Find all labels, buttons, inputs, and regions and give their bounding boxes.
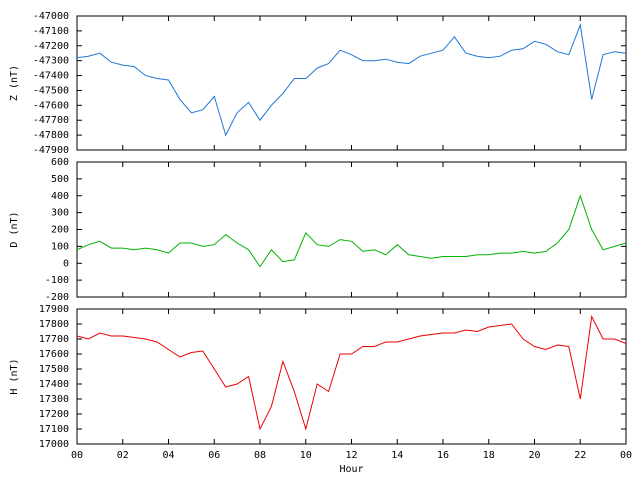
y-tick-label: 600 bbox=[51, 157, 69, 168]
x-tick-label: 00 bbox=[71, 450, 83, 461]
y-tick-label: 17200 bbox=[39, 409, 69, 420]
y-tick-label: 17900 bbox=[39, 304, 69, 315]
y-tick-label: 100 bbox=[51, 241, 69, 252]
x-tick-label: 22 bbox=[574, 450, 586, 461]
x-tick-label: 00 bbox=[620, 450, 632, 461]
x-tick-label: 12 bbox=[345, 450, 357, 461]
y-tick-label: 17400 bbox=[39, 379, 69, 390]
x-tick-label: 18 bbox=[483, 450, 495, 461]
x-tick-label: 02 bbox=[117, 450, 129, 461]
x-tick-label: 10 bbox=[300, 450, 312, 461]
y-tick-label: 200 bbox=[51, 225, 69, 236]
y-tick-label: -200 bbox=[45, 292, 69, 303]
plot-frame bbox=[76, 15, 627, 151]
y-tick-label: 17600 bbox=[39, 349, 69, 360]
y-tick-label: -47500 bbox=[33, 85, 69, 96]
plot-frame bbox=[76, 308, 627, 445]
y-tick-label: 0 bbox=[63, 258, 69, 269]
x-tick-label: 08 bbox=[254, 450, 266, 461]
y-tick-label: -47100 bbox=[33, 26, 69, 37]
y-tick-label: 500 bbox=[51, 174, 69, 185]
y-tick-label: -47400 bbox=[33, 71, 69, 82]
y-tick-label: -47300 bbox=[33, 56, 69, 67]
y-axis-label: H (nT) bbox=[9, 358, 20, 394]
x-axis-label: Hour bbox=[339, 464, 363, 475]
y-tick-label: 17700 bbox=[39, 334, 69, 345]
y-tick-label: 400 bbox=[51, 191, 69, 202]
y-tick-label: 300 bbox=[51, 208, 69, 219]
y-tick-label: -47000 bbox=[33, 11, 69, 22]
y-tick-label: -47700 bbox=[33, 115, 69, 126]
x-tick-label: 04 bbox=[162, 450, 174, 461]
data-line bbox=[76, 314, 627, 431]
y-tick-label: 17800 bbox=[39, 319, 69, 330]
data-line bbox=[76, 22, 627, 137]
y-tick-label: -47600 bbox=[33, 100, 69, 111]
y-tick-label: 17300 bbox=[39, 394, 69, 405]
x-tick-label: 14 bbox=[391, 450, 403, 461]
data-line bbox=[76, 194, 627, 268]
y-axis-label: Z (nT) bbox=[9, 65, 20, 101]
x-tick-label: 20 bbox=[528, 450, 540, 461]
y-tick-label: 17100 bbox=[39, 424, 69, 435]
y-tick-label: -47200 bbox=[33, 41, 69, 52]
y-axis-label: D (nT) bbox=[9, 211, 20, 247]
x-tick-label: 16 bbox=[437, 450, 449, 461]
x-tick-label: 06 bbox=[208, 450, 220, 461]
y-tick-label: -100 bbox=[45, 275, 69, 286]
plot-frame bbox=[76, 161, 627, 298]
y-tick-label: 17000 bbox=[39, 439, 69, 450]
y-tick-label: -47800 bbox=[33, 130, 69, 141]
y-tick-label: 17500 bbox=[39, 364, 69, 375]
y-tick-label: -47900 bbox=[33, 145, 69, 156]
